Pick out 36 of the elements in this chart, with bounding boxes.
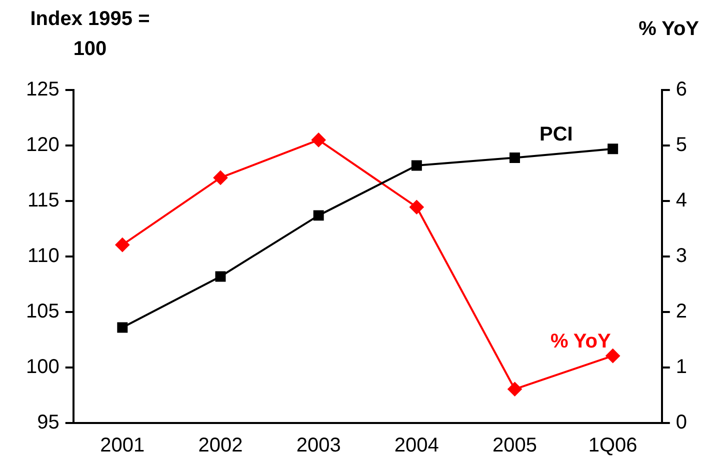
point	[312, 132, 326, 147]
point	[410, 200, 424, 214]
point	[510, 152, 520, 163]
y-tick-label: 95	[37, 412, 60, 434]
x-tick-label: 2002	[198, 434, 243, 457]
point	[115, 238, 130, 252]
y2-tick-label: 3	[676, 245, 687, 268]
point	[606, 348, 620, 363]
y2-tick-label: 6	[676, 78, 687, 101]
x-tick-label: 2004	[394, 434, 439, 457]
point	[411, 160, 422, 171]
point	[608, 144, 618, 154]
x-tick-label: 1Q06	[588, 434, 638, 457]
y2-tick-label: 1	[676, 356, 687, 378]
x-tick-label: 2003	[296, 434, 341, 457]
y2-tick-label: 0	[676, 412, 687, 434]
series-label: % YoY	[550, 330, 612, 352]
y-tick-label: 105	[26, 300, 60, 323]
point	[117, 322, 128, 333]
y-tick-label: 125	[26, 78, 60, 101]
y-tick-label: 115	[27, 190, 60, 212]
y-tick-label: 100	[26, 356, 60, 378]
y2-tick-label: 5	[676, 134, 687, 156]
x-tick-label: 2005	[492, 434, 537, 457]
y-tick-label: 110	[27, 245, 60, 268]
series-label: PCI	[539, 123, 573, 146]
point	[508, 382, 522, 396]
y2-axis-title: % YoY	[638, 18, 699, 41]
x-tick-label: 2001	[100, 434, 145, 457]
y2-tick-label: 2	[676, 300, 687, 323]
y-tick-label: 120	[26, 134, 60, 156]
point	[313, 210, 324, 221]
point	[213, 170, 228, 185]
y2-tick-label: 4	[676, 190, 687, 212]
y-axis-title: Index 1995 = 100	[29, 7, 151, 62]
point	[215, 271, 226, 282]
